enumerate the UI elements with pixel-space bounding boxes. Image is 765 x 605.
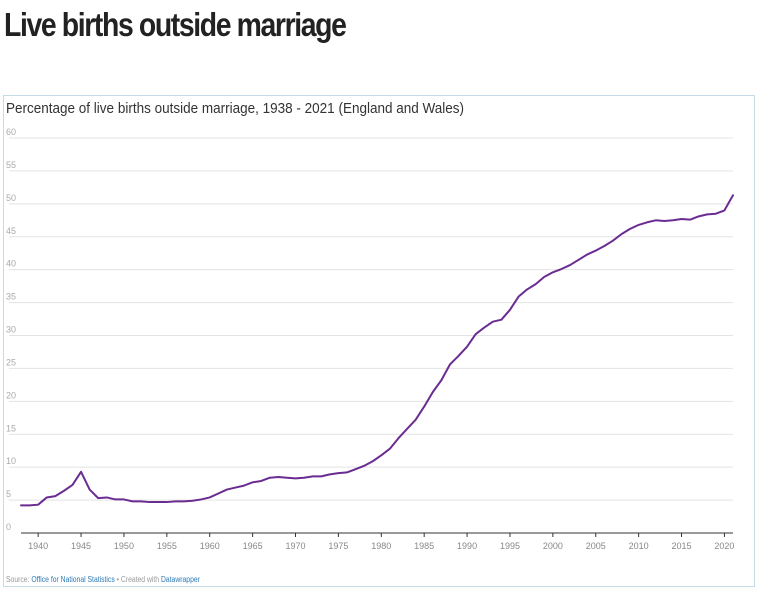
y-tick-label: 5 [6, 489, 11, 499]
y-tick-label: 20 [6, 390, 16, 400]
x-tick-label: 2000 [543, 541, 563, 551]
x-tick-label: 2020 [714, 541, 734, 551]
x-tick-label: 1940 [28, 541, 48, 551]
y-tick-label: 30 [6, 325, 16, 335]
line-chart: 0 5 10 15 20 25 30 35 40 45 50 55 60 1940 1945 1950 195… [6, 127, 734, 551]
y-tick-label: 60 [6, 127, 16, 137]
x-tick-label: 1995 [500, 541, 520, 551]
created-with-prefix: • Created with [114, 575, 161, 584]
y-tick-label: 40 [6, 259, 16, 269]
x-tick-label: 2005 [586, 541, 606, 551]
datawrapper-link[interactable]: Datawrapper [160, 575, 200, 584]
x-tick-label: 1975 [328, 541, 348, 551]
x-tick-label: 1985 [414, 541, 434, 551]
chart-title: Percentage of live births outside marria… [6, 100, 465, 117]
source-note: Source: Office for National Statistics •… [6, 575, 200, 584]
x-axis-ticks: 1940 1945 1950 1955 1960 1965 1970 1975 1980 1985… [28, 533, 734, 551]
chart-container: Percentage of live births outside marria… [3, 95, 755, 587]
x-tick-label: 1955 [157, 541, 177, 551]
x-tick-label: 1960 [200, 541, 220, 551]
source-prefix: Source: [6, 575, 32, 584]
y-tick-label: 35 [6, 292, 16, 302]
series-line [20, 194, 734, 507]
x-tick-label: 1965 [243, 541, 263, 551]
x-tick-label: 2010 [629, 541, 649, 551]
x-tick-label: 1950 [114, 541, 134, 551]
y-tick-label: 25 [6, 357, 16, 367]
y-tick-label: 45 [6, 226, 16, 236]
y-tick-label: 15 [6, 423, 16, 433]
x-tick-label: 2015 [672, 541, 692, 551]
source-link[interactable]: Office for National Statistics [31, 575, 115, 584]
y-tick-label: 50 [6, 193, 16, 203]
x-tick-label: 1980 [371, 541, 391, 551]
x-tick-label: 1970 [285, 541, 305, 551]
y-axis-ticks: 0 5 10 15 20 25 30 35 40 45 50 55 60 [6, 127, 16, 532]
y-tick-label: 0 [6, 522, 11, 532]
x-tick-label: 1990 [457, 541, 477, 551]
gridlines [9, 137, 733, 501]
x-tick-label: 1945 [71, 541, 91, 551]
y-tick-label: 10 [6, 456, 16, 466]
y-tick-label: 55 [6, 160, 16, 170]
page-title: Live births outside marriage [4, 6, 347, 43]
